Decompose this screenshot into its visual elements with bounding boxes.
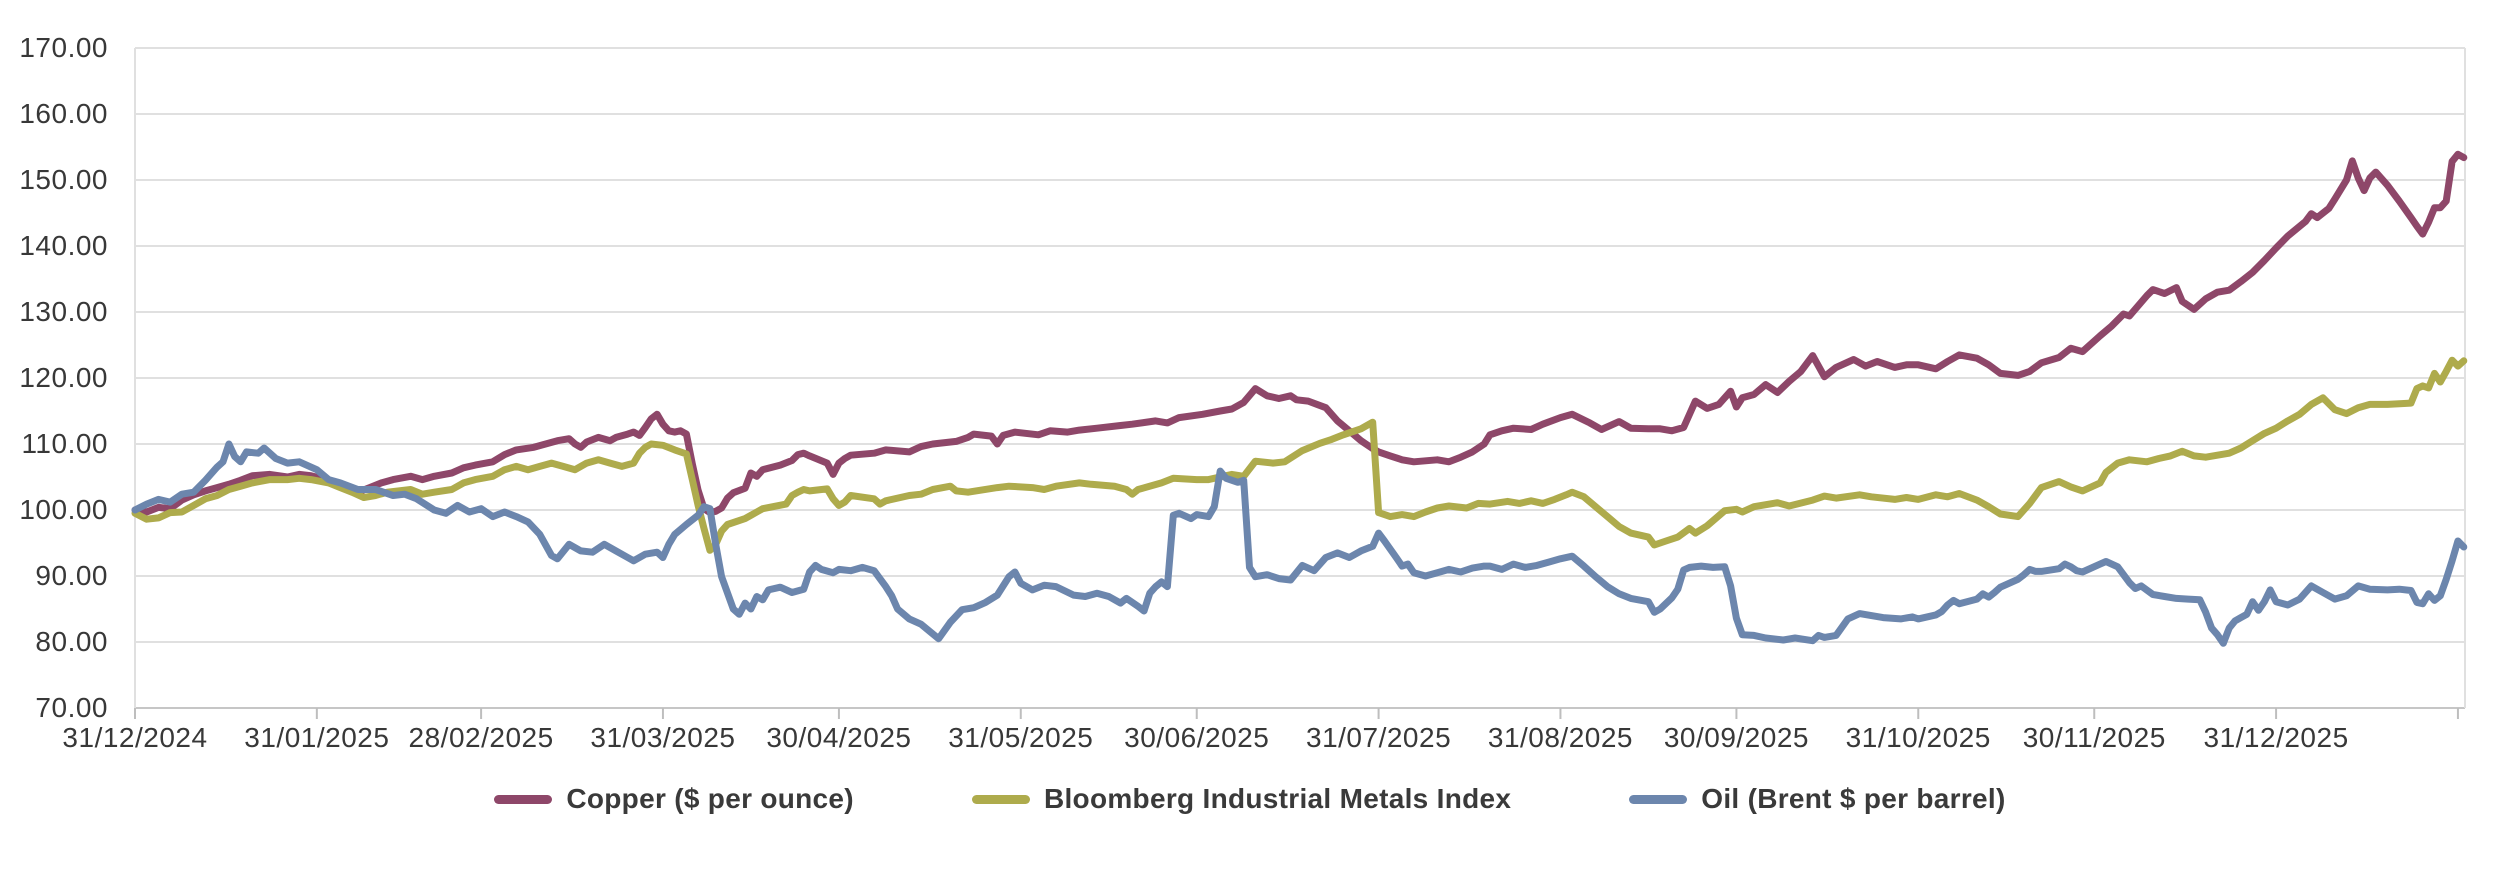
line-series-2 [131, 440, 2468, 647]
legend-label-oil: Oil (Brent $ per barrel) [1701, 783, 2006, 814]
x-axis-label-28/02/2025: 28/02/2025 [408, 722, 554, 753]
legend-label-metals-index: Bloomberg Industrial Metals Index [1043, 783, 1512, 814]
y-axis-label-160.00: 160.00 [19, 98, 108, 129]
y-axis-label-80.00: 80.00 [35, 626, 108, 657]
y-axis-label-100.00: 100.00 [19, 494, 108, 525]
x-axis-label-31/08/2025: 31/08/2025 [1487, 722, 1634, 753]
y-axis-label-150.00: 150.00 [19, 164, 108, 195]
y-axis-label-120.00: 120.00 [19, 362, 108, 393]
x-axis-label-30/04/2025: 30/04/2025 [766, 722, 912, 753]
y-axis-label-110.00: 110.00 [21, 428, 108, 459]
y-axis-label-90.00: 90.00 [35, 560, 108, 591]
legend-item-oil: Oil (Brent $ per barrel) [1629, 783, 2005, 815]
x-axis-label-30/11/2025: 30/11/2025 [2022, 722, 2166, 753]
line-series-0 [131, 150, 2468, 517]
y-axis-label-140.00: 140.00 [19, 230, 108, 261]
y-axis-label-170.00: 170.00 [19, 32, 108, 63]
x-axis-label-31/05/2025: 31/05/2025 [948, 722, 1094, 753]
chart-legend: Copper ($ per ounce) Bloomberg Industria… [0, 783, 2500, 815]
metals-index-line-swatch-icon [971, 794, 1030, 804]
x-axis-label-31/10/2025: 31/10/2025 [1845, 722, 1991, 753]
y-axis-label-130.00: 130.00 [19, 296, 108, 327]
x-axis-label-31/07/2025: 31/07/2025 [1306, 722, 1452, 753]
legend-label-copper: Copper ($ per ounce) [566, 783, 854, 814]
legend-item-metals-index: Bloomberg Industrial Metals Index [971, 783, 1512, 815]
x-axis-label-31/01/2025: 31/01/2025 [244, 722, 390, 753]
line-series-1 [131, 356, 2468, 554]
x-axis-label-31/03/2025: 31/03/2025 [590, 722, 736, 753]
oil-line-swatch-icon [1629, 794, 1688, 804]
x-axis-label-31/12/2025: 31/12/2025 [2203, 722, 2349, 753]
x-axis-label-31/12/2024: 31/12/2024 [62, 722, 208, 753]
x-axis-label-30/09/2025: 30/09/2025 [1663, 722, 1809, 753]
copper-line-swatch-icon [494, 794, 553, 804]
y-axis-label-70.00: 70.00 [35, 692, 108, 723]
x-axis-label-30/06/2025: 30/06/2025 [1124, 722, 1270, 753]
legend-item-copper: Copper ($ per ounce) [494, 783, 854, 815]
